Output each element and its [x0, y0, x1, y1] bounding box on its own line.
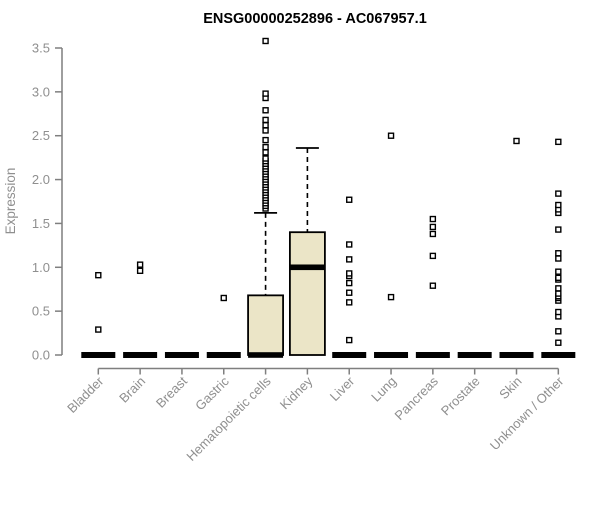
- outlier-point: [346, 256, 353, 263]
- x-tick-label: Bladder: [64, 373, 107, 416]
- outlier-point: [429, 230, 437, 238]
- outlier-point: [262, 90, 269, 97]
- y-tick-label: 3.0: [32, 84, 50, 99]
- outlier-point: [262, 127, 269, 134]
- x-tick-label: Skin: [496, 374, 524, 402]
- x-tick-label: Kidney: [277, 373, 316, 412]
- x-tick-label: Breast: [153, 373, 190, 410]
- x-tick-label: Pancreas: [392, 373, 442, 423]
- outlier-point: [136, 267, 144, 274]
- x-tick-label: Gastric: [192, 373, 232, 413]
- outlier-point: [136, 261, 144, 268]
- outlier-point: [262, 149, 269, 156]
- outlier-point: [555, 255, 562, 262]
- outlier-point: [346, 299, 353, 306]
- outlier-point: [262, 107, 269, 114]
- y-axis-label: Expression: [3, 168, 18, 235]
- x-tick-label: Lung: [368, 374, 399, 405]
- y-tick-label: 2.5: [32, 128, 50, 143]
- outlier-point: [429, 282, 437, 289]
- outlier-point: [555, 201, 562, 209]
- y-tick-label: 1.0: [32, 260, 50, 275]
- outlier-point: [429, 252, 437, 260]
- outlier-point: [555, 290, 562, 297]
- y-tick-label: 3.5: [32, 41, 50, 56]
- outlier-point: [262, 136, 269, 144]
- outlier-point: [262, 116, 269, 124]
- outlier-point: [346, 196, 353, 203]
- outlier-point: [555, 308, 562, 316]
- outlier-point: [346, 279, 353, 287]
- collapsed-box: [415, 352, 450, 358]
- outlier-point: [262, 143, 269, 151]
- outlier-point: [555, 250, 562, 257]
- outlier-point: [555, 268, 562, 275]
- outlier-point: [387, 293, 395, 301]
- collapsed-box: [164, 352, 199, 358]
- outlier-point: [555, 138, 562, 146]
- x-tick-label: Unknown / Other: [487, 373, 567, 453]
- outlier-point: [429, 215, 437, 223]
- outlier-point: [346, 241, 353, 248]
- box: [288, 231, 326, 356]
- collapsed-box: [499, 352, 534, 358]
- outlier-point: [429, 223, 437, 231]
- outlier-point: [262, 121, 269, 129]
- collapsed-box: [457, 352, 492, 358]
- collapsed-box: [206, 352, 241, 358]
- x-tick-label: Prostate: [438, 374, 483, 419]
- outlier-point: [555, 226, 562, 233]
- outlier-point: [95, 271, 102, 279]
- outlier-point: [555, 274, 562, 282]
- box: [247, 294, 284, 356]
- outlier-point: [220, 294, 227, 302]
- collapsed-box: [332, 352, 367, 358]
- outlier-point: [346, 270, 353, 277]
- outlier-point: [555, 285, 562, 292]
- median-line: [289, 264, 325, 271]
- outlier-point: [262, 37, 269, 45]
- y-tick-label: 2.0: [32, 172, 50, 187]
- outlier-point: [555, 328, 562, 335]
- outlier-point: [262, 155, 269, 162]
- collapsed-box: [123, 352, 158, 358]
- plot-area: 0.0 0.5 1.0 1.5 2.0 2.5 3.0 3.5 Bladder Brain Brea…: [32, 37, 576, 464]
- outlier-point: [555, 339, 562, 346]
- y-tick-label: 0.5: [32, 304, 50, 319]
- median-line: [248, 352, 284, 358]
- y-tick-label: 1.5: [32, 216, 50, 231]
- outlier-point: [513, 137, 520, 145]
- collapsed-box: [374, 352, 409, 358]
- collapsed-box: [81, 352, 116, 358]
- chart-title: ENSG00000252896 - AC067957.1: [203, 11, 427, 27]
- x-tick-label: Liver: [327, 373, 358, 404]
- y-tick-label: 0.0: [32, 348, 50, 363]
- outlier-point: [95, 326, 102, 333]
- x-tick-label: Brain: [116, 374, 148, 406]
- outlier-point: [555, 190, 562, 197]
- collapsed-box: [541, 352, 576, 358]
- outlier-point: [346, 289, 353, 296]
- outlier-point: [346, 336, 353, 344]
- outlier-point: [387, 132, 395, 139]
